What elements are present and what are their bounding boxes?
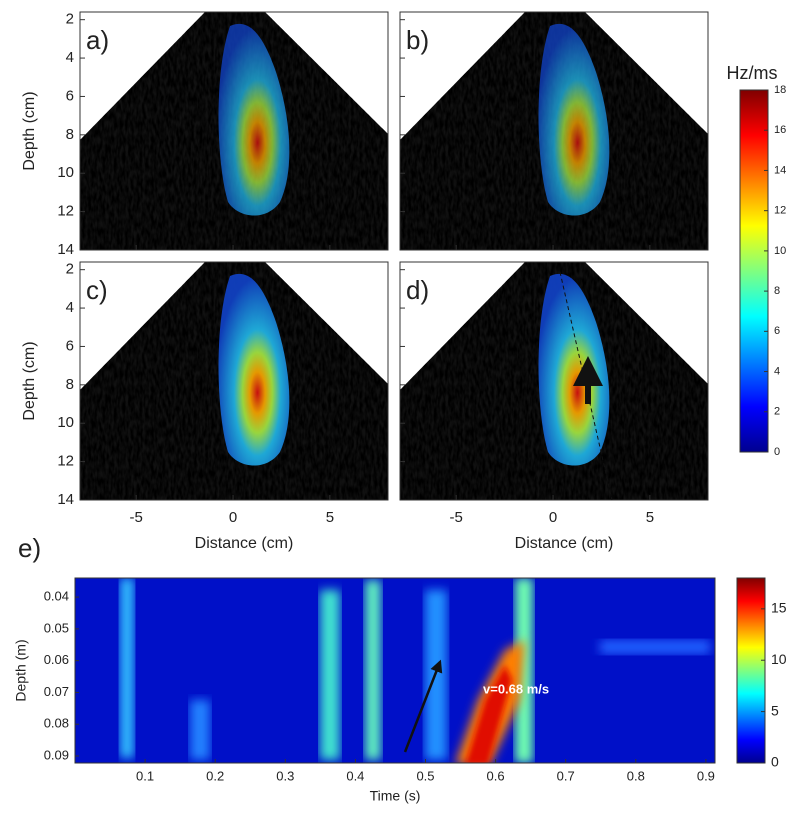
- x-tick-label: 0.3: [276, 768, 294, 783]
- flow-region: [538, 23, 610, 216]
- time-depth-map: [75, 578, 715, 763]
- flow-region: [218, 273, 290, 466]
- x-tick-label: 0: [229, 509, 237, 526]
- y-tick-label: 10: [57, 164, 74, 181]
- x-tick-label: -5: [130, 509, 143, 526]
- ultrasound-panel: c) 2 4 6 8 10 12 14 -5 0 5 Depth (cm) Distance (cm): [21, 261, 389, 552]
- colorbar-tick-label: 5: [771, 702, 779, 718]
- y-axis-label: Depth (m): [13, 639, 29, 701]
- ultrasound-panel: a) 2 4 6 8 10 12 14 Depth (cm): [21, 11, 389, 258]
- x-tick-label: 0.1: [136, 768, 154, 783]
- y-tick-label: 12: [57, 203, 74, 220]
- streak: [365, 580, 381, 760]
- x-tick-label: 0: [549, 509, 557, 526]
- colorbar-tick-label: 18: [774, 84, 786, 96]
- y-tick-label: 0.06: [44, 652, 69, 667]
- colorbar-tick-label: 16: [774, 124, 786, 136]
- colorbar-tick-label: 2: [774, 406, 780, 418]
- x-tick-label: 0.9: [697, 768, 715, 783]
- y-tick-label: 8: [66, 376, 74, 393]
- panel-frame: [79, 11, 389, 251]
- x-tick-label: 0.8: [627, 768, 645, 783]
- colorbar-tick-label: 4: [774, 365, 780, 377]
- colorbar: [736, 577, 766, 764]
- flow-region: [218, 23, 290, 216]
- annotation: v=0.68 m/s: [483, 681, 549, 696]
- dashed-line: [559, 271, 613, 501]
- x-tick-label: 0.4: [346, 768, 364, 783]
- ultrasound-panel: b): [399, 11, 709, 251]
- x-tick-label: 0.6: [487, 768, 505, 783]
- colorbar-tick-label: 12: [774, 205, 786, 217]
- x-axis-label: Time (s): [370, 788, 421, 804]
- y-tick-label: 2: [66, 11, 74, 28]
- colorbar-tick-label: 0: [771, 754, 779, 770]
- panel-frame: [79, 261, 389, 501]
- y-tick-label: 4: [66, 49, 74, 66]
- streak: [515, 578, 533, 763]
- panel-frame: [399, 261, 709, 501]
- panel-label: d): [406, 275, 429, 305]
- y-tick-label: 0.08: [44, 716, 69, 731]
- x-tick-label: 0.5: [416, 768, 434, 783]
- x-tick-label: 0.2: [206, 768, 224, 783]
- map-background: [75, 578, 715, 763]
- y-tick-label: 8: [66, 126, 74, 143]
- colorbar-tick-label: 14: [774, 164, 786, 176]
- colorbar-tick-label: 0: [774, 446, 780, 458]
- y-tick-label: 0.09: [44, 747, 69, 762]
- y-tick-label: 6: [66, 87, 74, 104]
- colorbar-tick-label: 15: [771, 600, 787, 616]
- panel-label: c): [86, 275, 108, 305]
- y-tick-label: 6: [66, 337, 74, 354]
- x-tick-label: 0.7: [557, 768, 575, 783]
- streak: [120, 578, 134, 758]
- y-axis-label: Depth (cm): [21, 341, 38, 420]
- x-tick-label: 5: [646, 509, 654, 526]
- streak: [190, 700, 210, 760]
- x-tick-label: -5: [450, 509, 463, 526]
- y-tick-label: 10: [57, 414, 74, 431]
- y-tick-label: 4: [66, 299, 74, 316]
- colorbar-tick-label: 10: [771, 651, 787, 667]
- y-tick-label: 12: [57, 453, 74, 470]
- streak: [600, 640, 710, 654]
- x-axis-label: Distance (cm): [515, 535, 614, 552]
- map-content: [75, 578, 715, 763]
- colorbar-tick-label: 10: [774, 245, 786, 257]
- y-tick-label: 0.07: [44, 684, 69, 699]
- x-axis-label: Distance (cm): [195, 535, 294, 552]
- panel-label: a): [86, 25, 109, 55]
- colorbar-tick-label: 6: [774, 325, 780, 337]
- panel-frame: [399, 11, 709, 251]
- colorbar-tick-label: 8: [774, 285, 780, 297]
- arrow: [403, 659, 443, 753]
- y-tick-label: 0.04: [44, 589, 69, 604]
- y-tick-label: 2: [66, 261, 74, 278]
- y-axis-label: Depth (cm): [21, 91, 38, 170]
- y-tick-label: 14: [57, 241, 74, 258]
- map-frame: [74, 577, 716, 764]
- y-tick-label: 0.05: [44, 620, 69, 635]
- panel-label: b): [406, 25, 429, 55]
- x-tick-label: 5: [326, 509, 334, 526]
- streak-core: [465, 665, 512, 763]
- colorbar: [739, 89, 769, 453]
- panel-label: e): [18, 533, 41, 563]
- colorbar-title: Hz/ms: [727, 63, 778, 83]
- y-tick-label: 14: [57, 491, 74, 508]
- ultrasound-panel: d) -5 0 5 Distance (cm): [399, 261, 709, 552]
- streak: [320, 590, 340, 760]
